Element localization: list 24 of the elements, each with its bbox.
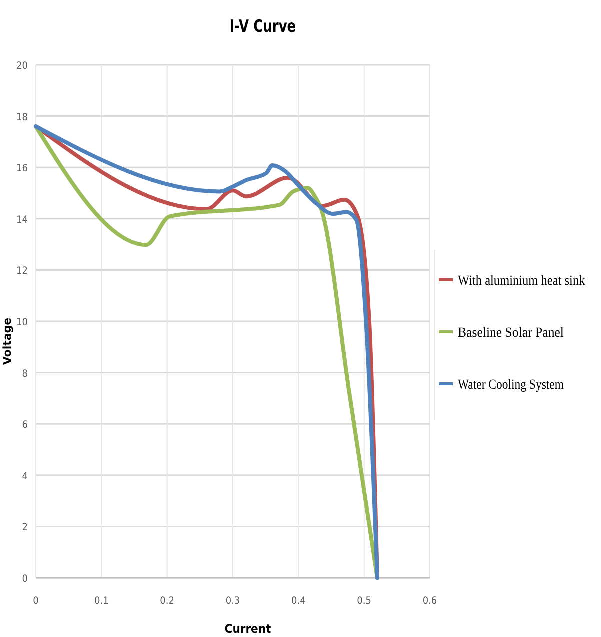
x-tick-label: 0.2 [160,596,174,607]
x-axis-title: Current [224,622,272,636]
y-tick-label: 4 [22,471,28,482]
legend-label: With aluminium heat sink [458,274,601,289]
y-tick-label: 8 [22,368,28,380]
x-tick-label: 0.5 [357,596,372,607]
y-tick-label: 2 [22,522,28,534]
y-tick-label: 0 [22,574,28,585]
y-tick-label: 16 [16,164,28,175]
y-tick-label: 14 [16,214,28,226]
legend-label: Baseline Solar Panel [458,326,574,341]
x-tick-label: 0.3 [226,596,240,607]
x-tick-label: 0.6 [422,596,438,607]
chart-title: I-V Curve [230,16,296,36]
y-tick-label: 12 [16,266,28,278]
x-tick-label: 0.1 [94,596,109,607]
y-tick-label: 10 [16,318,28,328]
y-tick-label: 18 [16,112,28,124]
x-tick-label: 0 [33,596,40,607]
y-tick-label: 6 [22,420,28,432]
legend-label: Water Cooling System [458,378,584,393]
y-tick-label: 20 [16,61,28,72]
x-tick-label: 0.4 [292,596,306,607]
y-axis-title: Voltage [1,318,14,366]
